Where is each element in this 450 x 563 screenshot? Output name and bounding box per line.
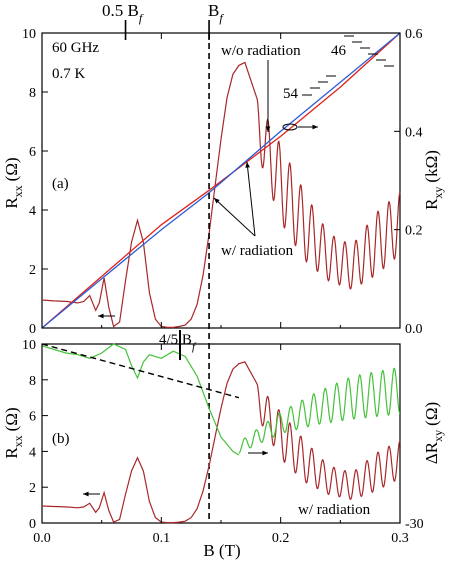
delta-rxy-series-line bbox=[41, 343, 240, 456]
rxx-series-line bbox=[41, 361, 258, 524]
y-left-tick-label: 6 bbox=[29, 145, 36, 160]
top-label-half-bf: 0.5 Bf bbox=[102, 1, 144, 25]
y-left-tick-label: 10 bbox=[22, 27, 36, 42]
x-tick-label: 0.1 bbox=[153, 531, 171, 546]
panel-b-right-axis-label: ΔRxy(Ω) bbox=[422, 402, 445, 464]
arrow-w-radiation-1 bbox=[246, 161, 256, 237]
rxy-ellipse-marker bbox=[282, 123, 298, 131]
panel-b-left-axis-label: Rxx(Ω) bbox=[2, 407, 25, 458]
arrow-rxx-left-b-head bbox=[83, 491, 89, 497]
svg-text:ΔRxy(Ω): ΔRxy(Ω) bbox=[422, 402, 445, 464]
annot-46: 46 bbox=[331, 43, 347, 59]
x-axis-label: B (T) bbox=[203, 541, 240, 560]
annot-w-radiation-a: w/ radiation bbox=[221, 243, 294, 259]
y-right-tick-label: 0.2 bbox=[405, 224, 423, 239]
y-right-tick-label: 0.0 bbox=[405, 322, 423, 337]
y-right-tick-label: 0.6 bbox=[405, 27, 423, 42]
y-left-tick-label: 6 bbox=[29, 410, 36, 425]
rxy_wo-series-line bbox=[41, 32, 401, 329]
svg-text:Rxy(kΩ): Rxy(kΩ) bbox=[422, 150, 445, 210]
panel-a-label: (a) bbox=[52, 176, 69, 192]
y-left-tick-label: 10 bbox=[22, 338, 36, 353]
top-label-bf: Bf bbox=[208, 1, 224, 25]
arrow-rxy-right-head bbox=[312, 124, 318, 130]
y-right-tick-label: 0.4 bbox=[405, 125, 423, 140]
y-left-tick-label: 2 bbox=[29, 481, 36, 496]
annot-45bf: 4/5 Bf bbox=[159, 332, 197, 353]
y-right-tick-label: -30 bbox=[405, 517, 424, 532]
arrow-w-radiation-1-head bbox=[245, 162, 250, 168]
panel-a-right-axis-label: Rxy(kΩ) bbox=[422, 150, 445, 210]
y-left-tick-label: 4 bbox=[29, 445, 36, 460]
y-left-tick-label: 8 bbox=[29, 374, 36, 389]
annot-54: 54 bbox=[283, 86, 299, 102]
arrow-rxx-left-a-head bbox=[98, 313, 104, 319]
arrow-delta-right-head bbox=[262, 450, 268, 456]
panel-a-left-axis-label: Rxx(Ω) bbox=[2, 157, 25, 208]
rxx-series-line bbox=[41, 61, 258, 328]
panel-b-label: (b) bbox=[52, 431, 70, 447]
panel-a-plot bbox=[41, 32, 401, 523]
dashed-baseline bbox=[41, 343, 240, 399]
x-tick-label: 0.3 bbox=[391, 531, 409, 546]
svg-text:Rxx(Ω): Rxx(Ω) bbox=[2, 157, 25, 208]
x-tick-label: 0.2 bbox=[272, 531, 290, 546]
annot-w-radiation-b: w/ radiation bbox=[298, 502, 371, 518]
arrow-wo-radiation-head bbox=[265, 126, 271, 132]
delta-rxy-oscillation-line bbox=[238, 367, 401, 454]
y-left-tick-label: 4 bbox=[29, 204, 36, 219]
x-tick-label: 0.0 bbox=[33, 531, 51, 546]
arrow-w-radiation-2-head bbox=[214, 198, 220, 204]
panel-b-frame bbox=[41, 343, 401, 524]
arrow-w-radiation-2 bbox=[213, 197, 256, 237]
rxx-oscillation-line bbox=[256, 383, 401, 500]
y-left-tick-label: 0 bbox=[29, 517, 36, 532]
panel-b-plot bbox=[41, 343, 401, 524]
y-left-tick-label: 0 bbox=[29, 322, 36, 337]
panel-a-temperature: 0.7 K bbox=[52, 66, 86, 82]
y-left-tick-label: 2 bbox=[29, 263, 36, 278]
svg-text:Rxx(Ω): Rxx(Ω) bbox=[2, 407, 25, 458]
rxy_w-series-line bbox=[41, 32, 401, 329]
annot-wo-radiation: w/o radiation bbox=[221, 43, 301, 59]
rxx-oscillation-line bbox=[256, 97, 401, 290]
y-left-tick-label: 8 bbox=[29, 86, 36, 101]
panel-a-frequency: 60 GHz bbox=[52, 40, 99, 56]
